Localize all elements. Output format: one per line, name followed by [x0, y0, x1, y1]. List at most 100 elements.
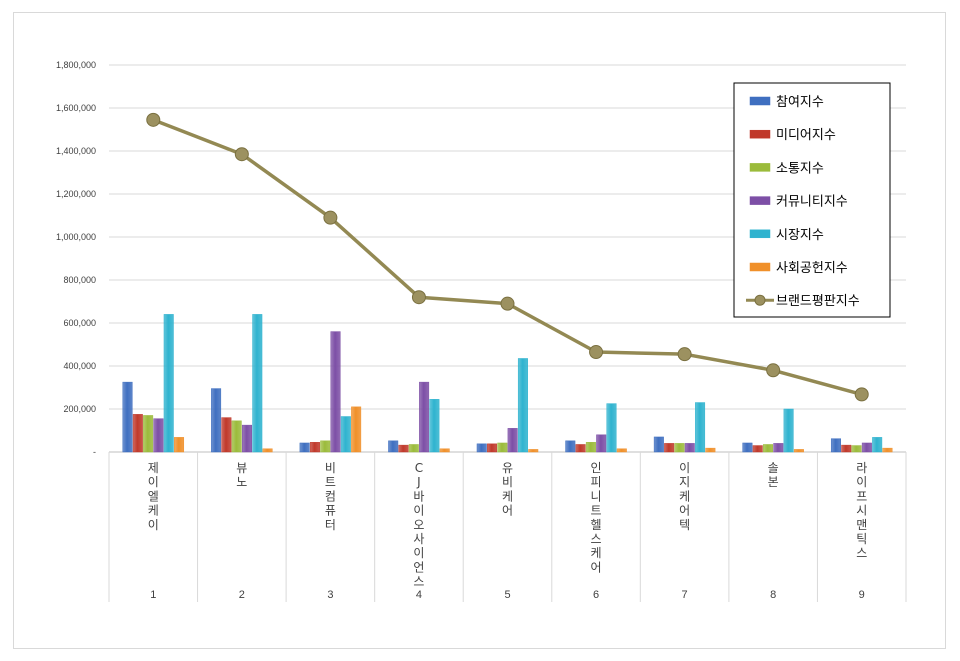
- bar: [241, 424, 252, 453]
- legend-label: 미디어지수: [776, 128, 836, 143]
- category-rank-label: 2: [239, 589, 245, 601]
- line-point: [677, 347, 692, 362]
- line-point: [589, 345, 604, 360]
- legend-swatch: [749, 262, 771, 272]
- y-tick-label: 800,000: [63, 275, 96, 285]
- y-tick-label: 1,400,000: [56, 146, 96, 156]
- y-tick-label: 400,000: [63, 361, 96, 371]
- line-point: [854, 387, 869, 402]
- bar: [596, 434, 607, 453]
- bar: [122, 381, 133, 453]
- y-tick-label: -: [93, 447, 96, 457]
- line-point: [411, 290, 426, 305]
- line-point: [766, 363, 781, 378]
- y-tick-label: 600,000: [63, 318, 96, 328]
- bar: [752, 445, 763, 453]
- legend-label: 시장지수: [776, 228, 824, 243]
- bar: [132, 414, 143, 453]
- legend-label: 브랜드평판지수: [776, 294, 860, 309]
- legend-swatch: [749, 229, 771, 239]
- bar: [773, 443, 784, 453]
- bar: [763, 444, 774, 453]
- bar: [575, 444, 586, 453]
- category-rank-label: 9: [859, 589, 865, 601]
- category-rank-label: 3: [327, 589, 333, 601]
- category-rank-label: 5: [504, 589, 510, 601]
- legend-swatch: [749, 96, 771, 106]
- bar: [872, 437, 883, 453]
- bar: [585, 442, 596, 453]
- bar: [299, 442, 310, 453]
- bar: [653, 436, 664, 453]
- legend-label: 소통지수: [776, 161, 824, 176]
- line-point: [500, 296, 515, 311]
- category-rank-label: 7: [682, 589, 688, 601]
- bar: [674, 443, 685, 453]
- bar: [841, 444, 852, 453]
- bar: [252, 314, 263, 453]
- bar: [163, 314, 174, 453]
- legend-swatch: [749, 129, 771, 139]
- bar: [153, 418, 164, 453]
- bar: [439, 448, 450, 453]
- bar: [340, 416, 351, 453]
- bar: [174, 437, 185, 453]
- y-tick-label: 1,800,000: [56, 60, 96, 70]
- line-point: [323, 210, 338, 225]
- bar: [429, 399, 440, 453]
- bar: [221, 417, 232, 453]
- bar: [517, 358, 528, 453]
- bar: [398, 444, 409, 453]
- y-tick-label: 1,000,000: [56, 232, 96, 242]
- bar: [309, 442, 320, 453]
- category-rank-label: 6: [593, 589, 599, 601]
- line-point: [146, 112, 161, 127]
- bar: [528, 449, 539, 453]
- bar: [705, 447, 716, 453]
- bar: [742, 442, 753, 453]
- bar: [408, 444, 419, 453]
- bar: [262, 448, 273, 453]
- bar: [320, 440, 331, 453]
- bar: [211, 388, 222, 453]
- category-rank-label: 8: [770, 589, 776, 601]
- legend-label: 참여지수: [776, 95, 824, 110]
- bar: [830, 438, 841, 453]
- bar: [783, 408, 794, 453]
- category-rank-label: 4: [416, 589, 422, 601]
- bar: [419, 381, 430, 453]
- bar: [861, 442, 872, 453]
- bar: [851, 445, 862, 453]
- legend-label: 사회공헌지수: [776, 261, 848, 276]
- bar: [616, 448, 627, 453]
- bar: [330, 331, 341, 453]
- bar: [882, 447, 893, 453]
- y-tick-label: 1,600,000: [56, 103, 96, 113]
- bar: [664, 443, 675, 453]
- bar: [487, 443, 498, 453]
- bar: [143, 415, 154, 453]
- bar: [695, 402, 706, 453]
- bar: [565, 440, 576, 453]
- x-axis: 제 이 엘 케 이 1 뷰 노 2 비 트 컴 퓨 터 3 C J 바 이 오 사 이 언 스4 유 비 케 어 5 인 피 니 트 헬 스 케 어 6 이…: [108, 451, 907, 602]
- category-rank-label: 1: [150, 589, 156, 601]
- bar: [497, 442, 508, 453]
- bar: [231, 420, 242, 453]
- legend-marker: [754, 294, 766, 306]
- bar: [476, 443, 487, 453]
- y-axis: - 200,000 400,000 600,000 800,000 1,000,000 1,…: [56, 60, 96, 457]
- legend-swatch: [749, 163, 771, 172]
- bar: [351, 406, 362, 453]
- brand-reputation-line: [146, 112, 869, 402]
